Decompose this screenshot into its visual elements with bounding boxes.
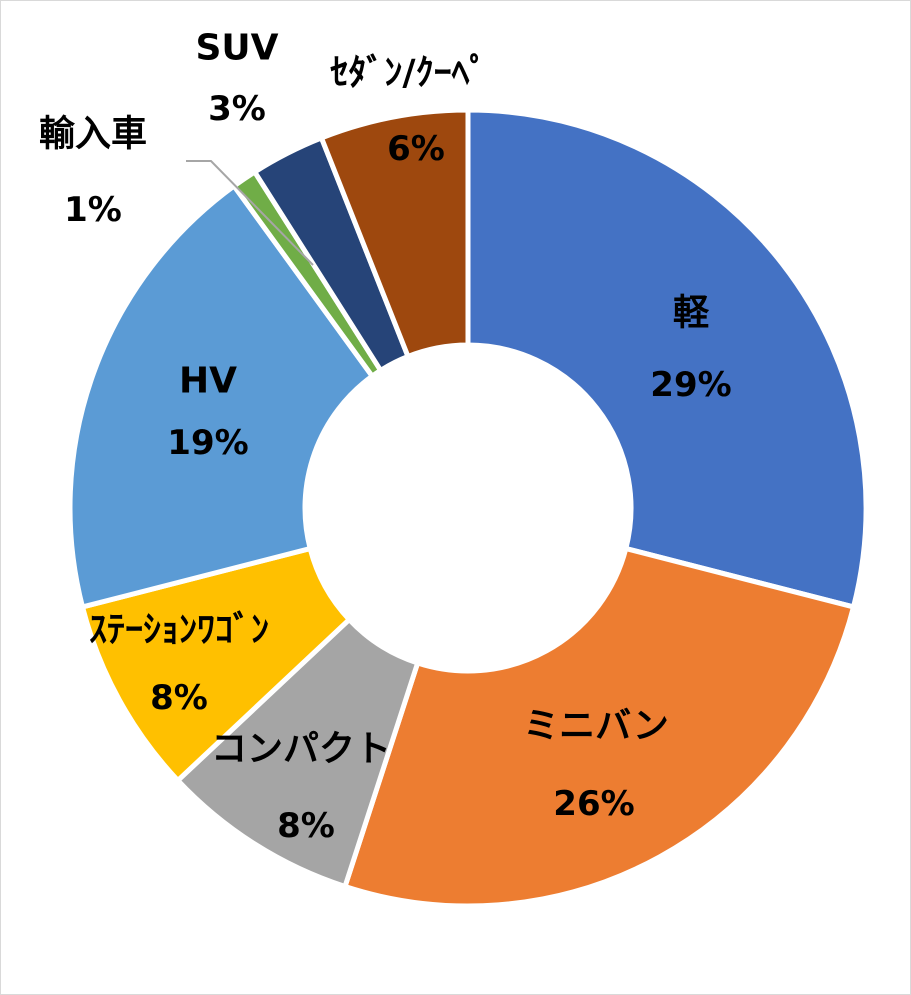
slice-6-percent-label: 3% — [208, 89, 266, 129]
slice-7-percent-label: 6% — [387, 129, 445, 169]
slice-6-category-label: SUV — [195, 28, 278, 69]
leaders-group — [186, 160, 314, 266]
slice-5-category-label: 輸入車 — [39, 114, 147, 155]
slice-5-leader-line — [186, 160, 314, 266]
slice-1-percent-label: 26% — [553, 784, 634, 824]
slice-2-category-label: コンパクト — [211, 729, 391, 770]
slice-3-wedge — [80, 546, 352, 783]
slice-1-category-label: ミニバン — [523, 706, 669, 747]
slice-5-percent-label: 1% — [64, 190, 122, 230]
slice-7-category-label: ｾﾀﾞﾝ/ｸｰﾍﾟ — [330, 52, 487, 94]
slice-0-percent-label: 29% — [650, 365, 731, 405]
slice-0-category-label: 軽 — [673, 293, 710, 334]
slices-group — [67, 107, 869, 909]
slice-0-wedge — [465, 107, 869, 610]
slice-1-wedge — [342, 546, 856, 909]
slice-4-percent-label: 19% — [167, 423, 248, 463]
slice-3-category-label: ｽﾃｰｼｮﾝﾜｺﾞﾝ — [89, 609, 269, 651]
slice-3-percent-label: 8% — [150, 678, 208, 718]
labels-group: 軽29%ミニバン26%コンパクト8%ｽﾃｰｼｮﾝﾜｺﾞﾝ8%HV19%輸入車1%… — [39, 28, 732, 847]
slice-7-wedge — [318, 107, 471, 359]
slice-2-percent-label: 8% — [277, 806, 335, 846]
slice-2-wedge — [175, 617, 421, 890]
slice-4-wedge — [67, 183, 375, 610]
slice-4-category-label: HV — [179, 361, 237, 402]
